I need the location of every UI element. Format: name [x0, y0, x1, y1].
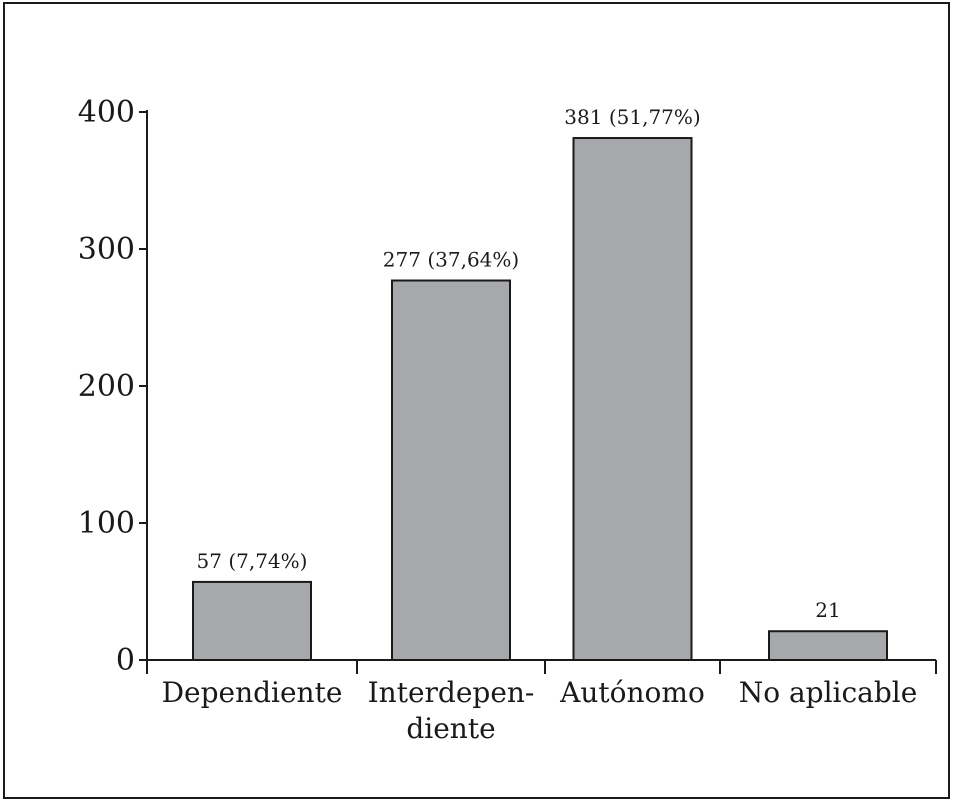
y-tick-label-0: 0	[116, 643, 135, 678]
x-tick-label-line: Dependiente	[162, 676, 343, 709]
y-tick-label-1: 100	[78, 506, 135, 541]
x-tick-label-1: Interdepen-diente	[368, 676, 535, 745]
x-tick-label-0: Dependiente	[162, 676, 343, 709]
x-tick-label-3: No aplicable	[739, 676, 918, 709]
data-label-3: 21	[815, 598, 840, 622]
x-tick-label-2: Autónomo	[559, 676, 705, 709]
x-tick-label-line: diente	[406, 712, 495, 745]
bar-3	[768, 630, 888, 661]
data-label-0: 57 (7,74%)	[197, 549, 308, 573]
data-label-1: 277 (37,64%)	[383, 248, 519, 272]
x-tick-label-line: Autónomo	[559, 676, 705, 709]
data-label-2: 381 (51,77%)	[564, 105, 700, 129]
y-tick-label-2: 200	[78, 369, 135, 404]
y-tick-label-4: 400	[78, 95, 135, 130]
x-tick-label-line: Interdepen-	[368, 676, 535, 709]
bar-0	[192, 580, 312, 661]
bar-2	[572, 137, 693, 661]
y-tick-label-3: 300	[78, 232, 135, 267]
x-tick-label-line: No aplicable	[739, 676, 918, 709]
bar-1	[391, 279, 511, 661]
